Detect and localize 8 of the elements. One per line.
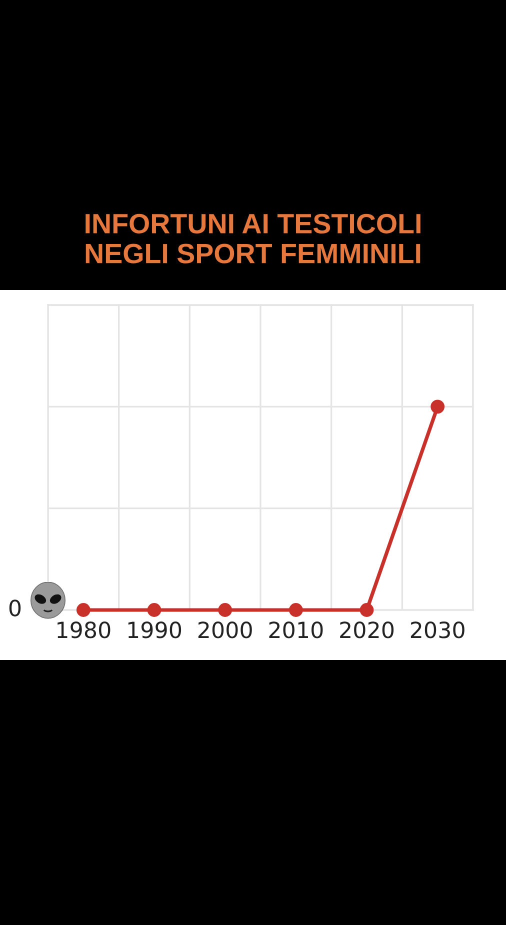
text: 0	[9, 600, 21, 616]
chart-title: INFORTUNI AI TESTICOLI NEGLI SPORT FEMMINILI	[86, 214, 420, 264]
x-tick-label: 2020	[340, 622, 394, 638]
x-tick-label: 2000	[198, 622, 252, 638]
x-tick-label: 1980	[58, 622, 110, 638]
x-tick-label: 2010	[269, 622, 323, 638]
x-tick-label: 2030	[410, 622, 464, 638]
x-tick-label: 1990	[128, 622, 182, 638]
